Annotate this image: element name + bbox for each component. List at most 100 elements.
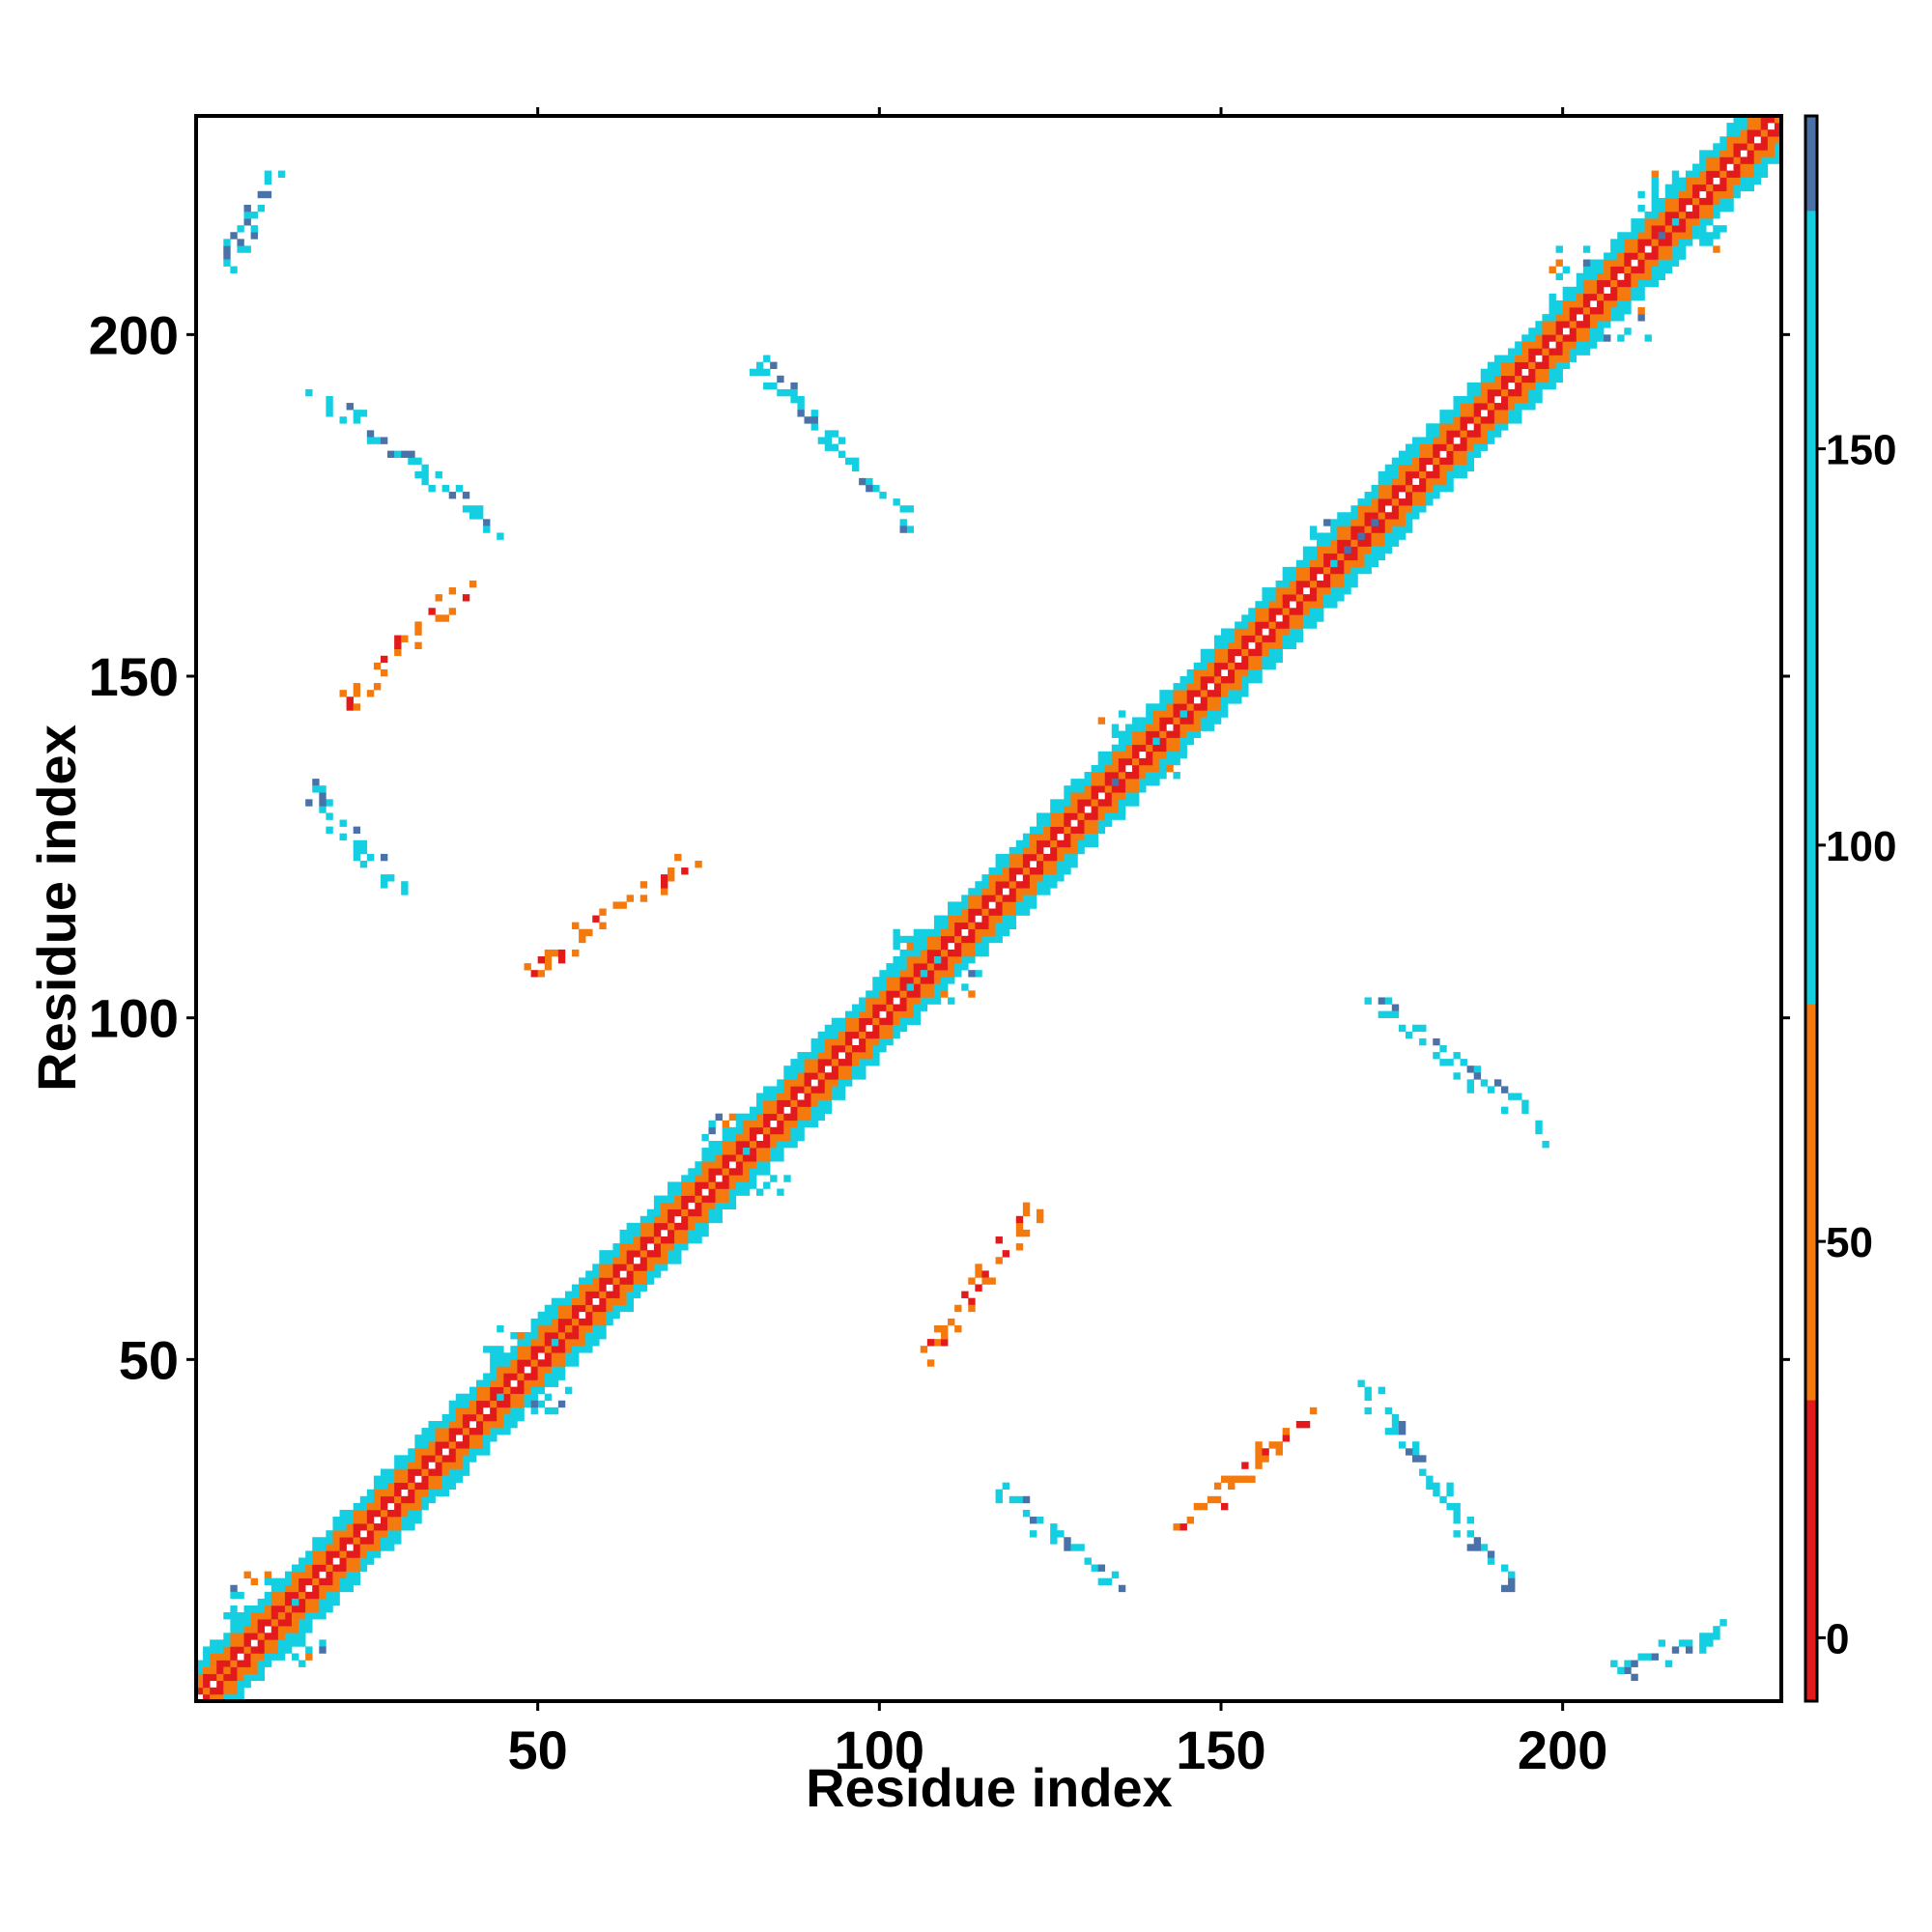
diagonal-cell [804, 1079, 811, 1087]
diagonal-cell [332, 1577, 340, 1586]
diagonal-cell [441, 1413, 450, 1422]
diagonal-cell [1289, 608, 1297, 615]
diagonal-cell [497, 1428, 504, 1435]
diagonal-cell [933, 963, 942, 971]
diagonal-cell [619, 1250, 627, 1258]
diagonal-cell [305, 1605, 313, 1613]
diagonal-cell [1460, 410, 1467, 417]
diagonal-cell [728, 1202, 737, 1210]
diagonal-cell [954, 935, 962, 944]
diagonal-cell [380, 1523, 388, 1531]
diagonal-cell [1070, 812, 1078, 820]
diagonal-cell [1589, 307, 1598, 315]
diagonal-cell [319, 1598, 327, 1606]
diagonal-cell [277, 1605, 286, 1613]
diagonal-cell [353, 1571, 361, 1578]
diagonal-cell [722, 1168, 730, 1176]
diagonal-cell [1569, 307, 1577, 315]
diagonal-cell [380, 1517, 388, 1524]
diagonal-cell [1022, 846, 1031, 855]
diagonal-cell [292, 1605, 299, 1613]
diagonal-cell [1774, 116, 1782, 124]
diagonal-cell [1466, 382, 1474, 390]
contact-cell [237, 245, 244, 253]
diagonal-cell [448, 1428, 457, 1435]
diagonal-cell [1589, 341, 1598, 349]
diagonal-cell [681, 1215, 689, 1224]
diagonal-cell [1255, 635, 1263, 642]
diagonal-cell [1562, 341, 1571, 349]
diagonal-cell [557, 1332, 566, 1340]
diagonal-cell [1460, 464, 1467, 472]
diagonal-cell [1275, 648, 1283, 657]
diagonal-cell [639, 1222, 648, 1231]
diagonal-cell [899, 1017, 907, 1026]
diagonal-cell [981, 915, 989, 923]
contact-cell [366, 853, 375, 862]
diagonal-cell [995, 901, 1003, 909]
diagonal-cell [844, 1044, 853, 1053]
diagonal-cell [1262, 614, 1269, 622]
diagonal-cell [1050, 846, 1058, 855]
diagonal-cell [1146, 730, 1153, 738]
diagonal-cell [1664, 212, 1673, 219]
spike-cell [1637, 204, 1645, 213]
diagonal-cell [810, 1120, 818, 1128]
diagonal-cell [455, 1421, 464, 1429]
contact-cell [1207, 1495, 1215, 1504]
diagonal-cell [1617, 266, 1625, 273]
diagonal-cell [1077, 846, 1085, 855]
diagonal-cell [414, 1455, 422, 1463]
diagonal-cell [1501, 375, 1509, 384]
diagonal-cell [701, 1215, 709, 1224]
diagonal-cell [1515, 410, 1522, 417]
spike-cell [1562, 266, 1571, 273]
diagonal-cell [797, 1120, 805, 1128]
contact-cell [1391, 1004, 1400, 1011]
diagonal-cell [831, 1086, 839, 1094]
diagonal-cell [1644, 212, 1652, 219]
diagonal-cell [844, 1010, 853, 1018]
diagonal-cell [557, 1366, 566, 1374]
spike-cell [277, 1612, 286, 1620]
spike-cell [1651, 190, 1659, 199]
contact-cell [1501, 1564, 1509, 1572]
diagonal-cell [1350, 532, 1358, 540]
diagonal-cell [1262, 641, 1269, 650]
diagonal-cell [592, 1284, 600, 1292]
diagonal-cell [1262, 594, 1269, 602]
contact-cell [948, 1318, 955, 1326]
diagonal-cell [770, 1093, 778, 1100]
diagonal-cell [612, 1257, 620, 1264]
spike-cell [783, 1175, 791, 1182]
diagonal-cell [926, 935, 935, 944]
diagonal-cell [544, 1379, 553, 1387]
diagonal-cell [770, 1086, 778, 1094]
diagonal-cell [695, 1161, 702, 1169]
diagonal-cell [790, 1140, 798, 1149]
diagonal-cell [1473, 430, 1482, 438]
diagonal-cell [305, 1557, 313, 1565]
diagonal-cell [612, 1304, 620, 1313]
diagonal-cell [1589, 279, 1598, 288]
diagonal-cell [510, 1406, 518, 1415]
spike-cell [243, 1605, 251, 1613]
diagonal-cell [1740, 143, 1747, 151]
diagonal-cell [1740, 123, 1747, 130]
diagonal-cell [933, 949, 942, 957]
diagonal-cell [1091, 839, 1098, 848]
diagonal-cell [1207, 676, 1215, 684]
diagonal-cell [1179, 676, 1187, 684]
diagonal-cell [1473, 388, 1482, 397]
diagonal-cell [988, 922, 996, 930]
diagonal-cell [572, 1352, 580, 1360]
diagonal-cell [1466, 457, 1474, 466]
contact-cell [797, 403, 805, 411]
diagonal-cell [557, 1339, 566, 1347]
diagonal-cell [1159, 737, 1167, 746]
diagonal-cell [1678, 190, 1687, 199]
diagonal-cell [1309, 566, 1318, 575]
diagonal-cell [1692, 204, 1700, 213]
contact-cell [1637, 1653, 1645, 1661]
diagonal-cell [326, 1571, 333, 1578]
